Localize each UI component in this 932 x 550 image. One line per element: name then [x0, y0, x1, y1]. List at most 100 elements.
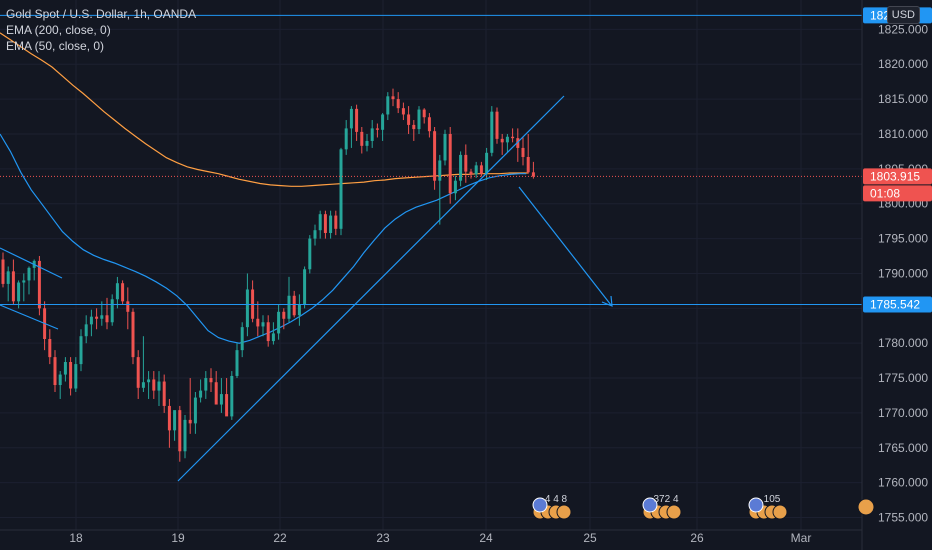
candle-bearish [511, 128, 515, 143]
candle-body [110, 299, 114, 323]
current-price-tag-bg [863, 168, 932, 185]
candle-bullish [183, 415, 187, 459]
candle-bullish [308, 235, 312, 274]
candle-bearish [11, 259, 15, 305]
bar-countdown-tag: 01:08 [863, 185, 932, 202]
candle-body [271, 333, 275, 342]
candle-body [370, 128, 374, 141]
event-count-label: 4 4 8 [545, 494, 568, 505]
candle-body [417, 109, 421, 130]
candle-bearish [334, 210, 338, 236]
candle-body [526, 156, 530, 173]
candle-body [339, 149, 343, 229]
candle-bullish [173, 410, 177, 441]
candle-bearish [251, 280, 255, 323]
candle-body [22, 280, 26, 283]
candle-body [459, 154, 463, 181]
y-tick-label: 1780.000 [878, 336, 928, 350]
candle-body [313, 230, 317, 239]
candle-bearish [53, 350, 57, 392]
candle-body [6, 271, 10, 284]
candle-bearish [188, 378, 192, 434]
candle-bullish [199, 379, 203, 403]
currency-button[interactable]: USD [886, 6, 920, 24]
candle-body [516, 138, 520, 148]
event-flag-icon [772, 504, 788, 520]
current-price-tag-text: 1803.915 [870, 169, 920, 183]
candle-body [303, 269, 307, 305]
candle-body [433, 131, 437, 181]
candle-bearish [178, 405, 182, 462]
candle-body [209, 378, 213, 383]
candle-bullish [22, 273, 26, 302]
candle-body [157, 381, 161, 391]
event-count-label: 105 [764, 494, 781, 505]
candle-bearish [48, 329, 52, 365]
candle-bearish [225, 378, 229, 417]
candle-body [141, 382, 145, 388]
candle-bearish [95, 308, 99, 330]
y-tick-label: 1795.000 [878, 232, 928, 246]
candle-bearish [131, 308, 135, 365]
x-tick-label: 19 [171, 531, 185, 545]
candle-body [292, 295, 296, 316]
ema-200-line [0, 32, 528, 187]
candle-body [240, 327, 244, 351]
target-price-tag-bg [863, 296, 932, 313]
candle-body [167, 405, 171, 431]
symbol-title[interactable]: Gold Spot / U.S. Dollar, 1h, OANDA [6, 7, 197, 21]
candle-body [230, 375, 234, 417]
candle-body [115, 283, 119, 300]
candle-body [235, 350, 239, 376]
ema-50-label[interactable]: EMA (50, close, 0) [6, 39, 105, 53]
bar-countdown-tag-bg [863, 185, 932, 202]
candle-bearish [323, 210, 327, 239]
candle-bullish [443, 129, 447, 166]
candle-body [334, 215, 338, 229]
candle-body [396, 99, 400, 109]
candle-body [407, 114, 411, 125]
candle-bullish [453, 175, 457, 201]
ema-200-group [0, 32, 528, 187]
candle-bearish [282, 308, 286, 330]
candle-body [318, 214, 322, 231]
candle-body [183, 419, 187, 452]
candle-body [58, 374, 62, 386]
ema-200-label[interactable]: EMA (200, close, 0) [6, 23, 111, 37]
candle-bullish [240, 322, 244, 358]
candle-body [469, 171, 473, 175]
us-flag-icon [532, 497, 548, 513]
candle-bullish [6, 266, 10, 302]
candle-bullish [490, 106, 494, 157]
y-tick-label: 1775.000 [878, 371, 928, 385]
x-tick-label: 24 [479, 531, 493, 545]
candle-bullish [277, 304, 281, 340]
candle-body [490, 111, 494, 153]
candle-body [365, 140, 369, 146]
candle-bullish [318, 210, 322, 239]
candle-bearish [214, 371, 218, 405]
candle-bearish [521, 137, 525, 166]
candle-body [17, 282, 21, 302]
target-price-tag: 1785.542 [863, 296, 932, 313]
candle-bullish [110, 294, 114, 326]
candle-body [448, 133, 452, 194]
candle-bullish [459, 151, 463, 187]
ema-50-group [0, 133, 527, 344]
event-marker [857, 498, 875, 516]
y-tick-label: 1790.000 [878, 266, 928, 280]
x-tick-label: 18 [69, 531, 83, 545]
candle-bullish [329, 210, 333, 239]
chart-legend: Gold Spot / U.S. Dollar, 1h, OANDA EMA (… [6, 6, 196, 54]
candle-body [438, 160, 442, 181]
candle-body [84, 324, 88, 337]
candle-bearish [266, 315, 270, 347]
us-flag-icon [642, 497, 658, 513]
candle-bullish [204, 371, 208, 399]
candle-bearish [209, 368, 213, 392]
candle-bullish [474, 161, 478, 178]
candle-bearish [407, 106, 411, 134]
candle-bullish [63, 357, 67, 382]
candle-body [178, 410, 182, 452]
